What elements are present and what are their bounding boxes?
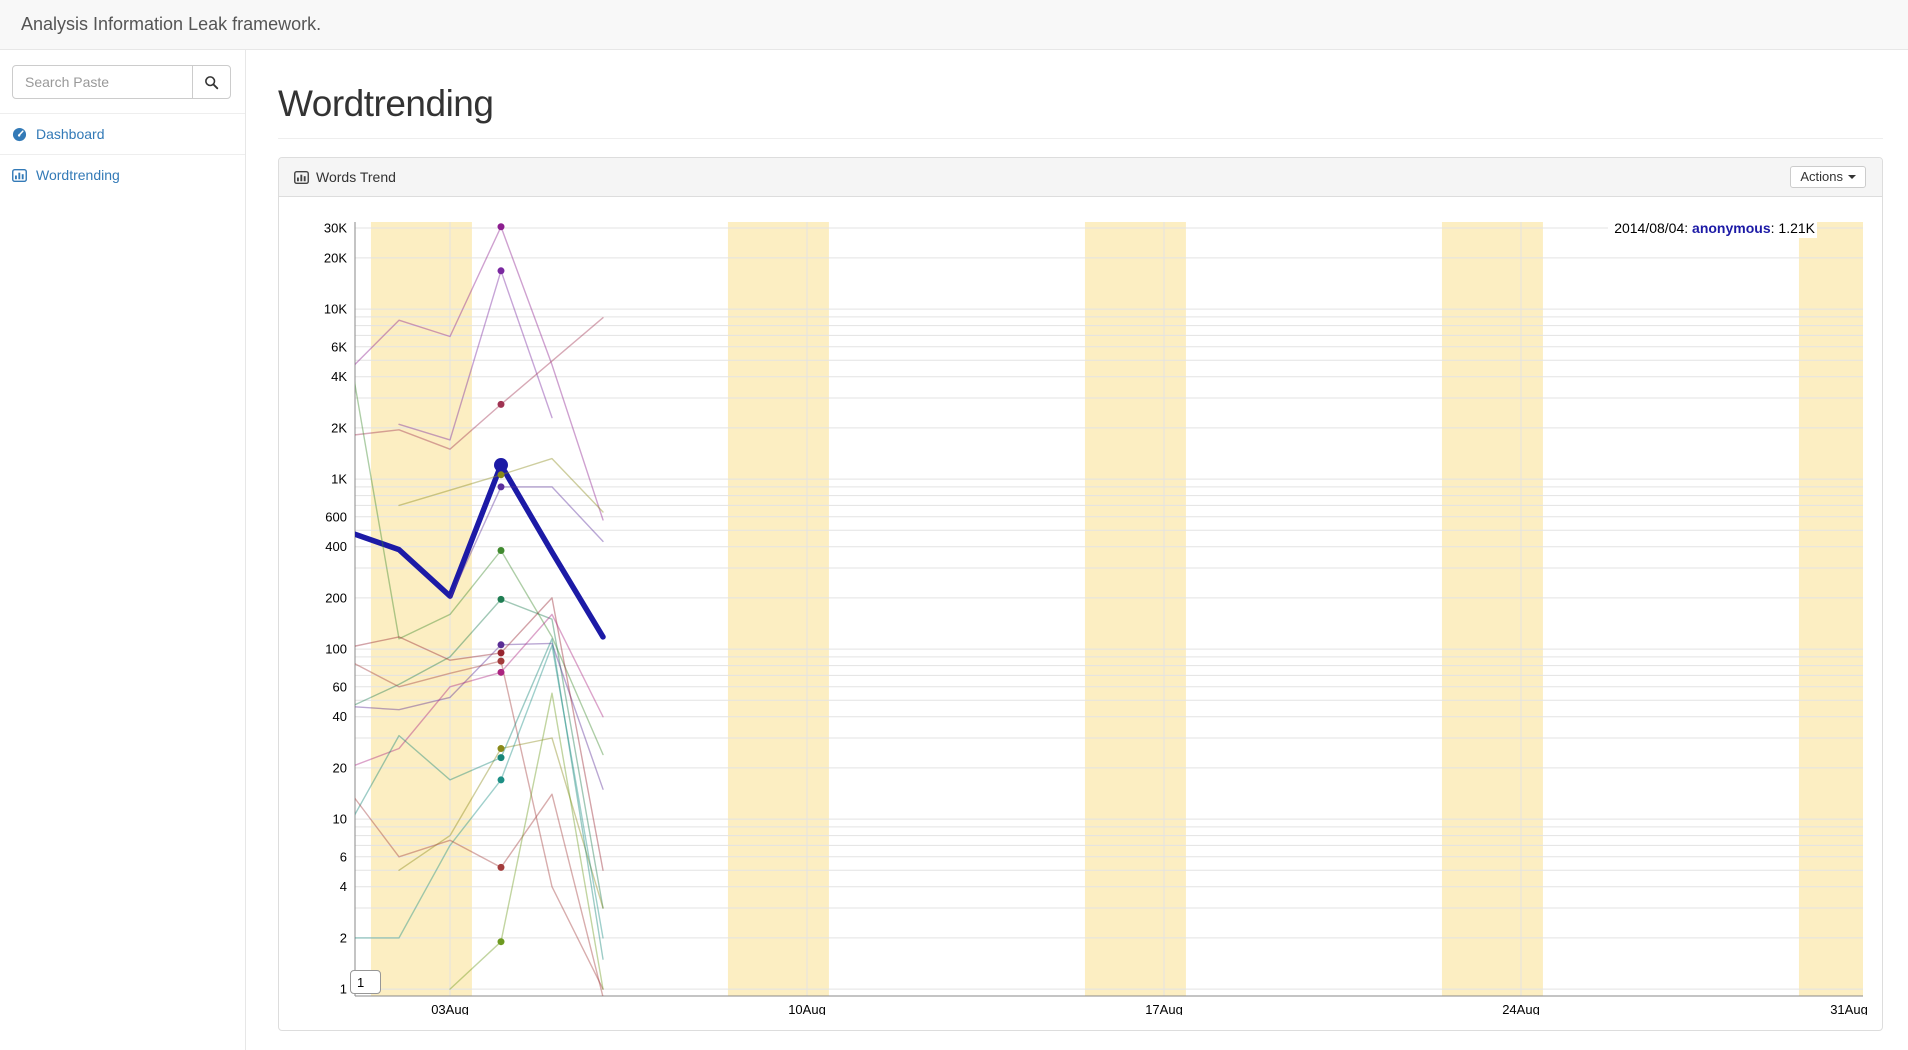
highlight-dot	[497, 267, 505, 275]
panel-heading: Words Trend Actions	[279, 158, 1882, 197]
trend-line	[355, 597, 604, 871]
y-axis-label: 40	[333, 709, 347, 724]
y-axis-label: 600	[325, 509, 347, 524]
app-title[interactable]: Analysis Information Leak framework.	[21, 14, 322, 34]
x-axis-label: 17Aug	[1145, 1002, 1183, 1015]
highlight-dot	[497, 754, 505, 762]
actions-label: Actions	[1800, 169, 1843, 184]
trend-line	[355, 316, 604, 450]
chart-legend: 2014/08/04: anonymous: 1.21K	[1608, 219, 1817, 238]
trend-line	[355, 638, 604, 960]
y-axis-label: 400	[325, 539, 347, 554]
sidebar-item-label: Dashboard	[36, 126, 105, 142]
y-axis-label: 20	[333, 760, 347, 775]
weekend-band	[1084, 222, 1186, 996]
search-input[interactable]	[12, 65, 193, 99]
sidebar-item-dashboard[interactable]: Dashboard	[0, 113, 245, 154]
y-axis-label: 4K	[331, 369, 347, 384]
words-trend-panel: Words Trend Actions 30K 20K 10K 6K 4K 2K 1K 600…	[278, 157, 1883, 1031]
highlight-dot	[497, 668, 505, 676]
weekend-band	[370, 222, 472, 996]
search-button[interactable]	[192, 65, 231, 99]
highlight-dot	[497, 649, 505, 657]
trend-line	[355, 644, 604, 939]
words-trend-chart[interactable]: 30K 20K 10K 6K 4K 2K 1K 600 400 200 100 60 40 20 10 6 4 2…	[294, 212, 1867, 1015]
x-axis-label: 10Aug	[788, 1002, 826, 1015]
highlight-dot	[497, 400, 505, 408]
chart-canvas[interactable]: 30K 20K 10K 6K 4K 2K 1K 600 400 200 100 60 40 20 10 6 4 2…	[294, 212, 1867, 1015]
weekend-band	[727, 222, 829, 996]
trend-line	[449, 486, 604, 600]
y-axis-label: 100	[325, 642, 347, 657]
y-axis-label: 10K	[324, 302, 347, 317]
y-axis-label: 10	[333, 812, 347, 827]
highlight-dot	[497, 223, 505, 231]
x-axis-label: 24Aug	[1502, 1002, 1540, 1015]
y-axis-label: 2K	[331, 420, 347, 435]
actions-dropdown-button[interactable]: Actions	[1790, 166, 1866, 188]
sidebar-nav: Dashboard Wordtrending	[0, 113, 245, 195]
dashboard-icon	[12, 127, 27, 141]
roll-period-input[interactable]	[350, 970, 381, 994]
sidebar-item-label: Wordtrending	[36, 167, 120, 183]
highlight-dot	[497, 776, 505, 784]
highlight-dot	[497, 483, 505, 491]
legend-series-name: anonymous	[1692, 220, 1771, 236]
y-axis-label: 60	[333, 679, 347, 694]
y-axis-label: 1	[340, 982, 347, 997]
sidebar: Dashboard Wordtrending	[0, 50, 246, 1050]
y-axis-label: 2	[340, 930, 347, 945]
trend-line	[355, 380, 604, 756]
highlight-dot	[494, 458, 508, 473]
highlight-dot	[497, 745, 505, 753]
y-axis-label: 4	[340, 879, 347, 894]
highlight-dot	[497, 657, 505, 665]
bar-chart-icon	[12, 168, 27, 182]
trend-line	[355, 613, 604, 766]
legend-date: 2014/08/04:	[1614, 220, 1693, 236]
y-axis-label: 6K	[331, 339, 347, 354]
weekend-band	[1798, 222, 1863, 996]
trend-line	[355, 598, 604, 909]
trend-line	[355, 642, 604, 790]
main-content: Wordtrending Words Trend Actions 30K 20K 1…	[246, 50, 1908, 1031]
caret-down-icon	[1848, 174, 1856, 179]
trend-line-highlighted	[355, 462, 606, 640]
trend-line	[355, 793, 604, 996]
y-axis-label: 200	[325, 590, 347, 605]
y-axis-label: 1K	[331, 472, 347, 487]
x-axis-label: 03Aug	[431, 1002, 469, 1015]
highlight-dot	[497, 641, 505, 649]
y-axis-label: 30K	[324, 220, 347, 235]
x-axis-label: 31Aug	[1830, 1002, 1867, 1015]
trend-line	[449, 692, 604, 990]
top-navbar: Analysis Information Leak framework.	[0, 0, 1908, 50]
highlight-dot	[497, 595, 505, 603]
highlight-dot	[497, 863, 505, 871]
highlight-dot	[497, 938, 505, 946]
y-axis-label: 20K	[324, 250, 347, 265]
sidebar-item-wordtrending[interactable]: Wordtrending	[0, 154, 245, 195]
y-axis-label: 6	[340, 849, 347, 864]
trend-line	[355, 660, 604, 990]
weekend-band	[1441, 222, 1543, 996]
search-group	[12, 65, 231, 99]
panel-body: 30K 20K 10K 6K 4K 2K 1K 600 400 200 100 60 40 20 10 6 4 2…	[279, 197, 1882, 1030]
trend-line	[398, 270, 553, 441]
bar-chart-icon	[294, 170, 309, 184]
trend-line	[355, 226, 604, 521]
panel-title-label: Words Trend	[316, 169, 396, 185]
legend-value: : 1.21K	[1770, 220, 1815, 236]
highlight-dot	[497, 547, 505, 555]
panel-title: Words Trend	[294, 169, 396, 185]
page-header-divider	[278, 138, 1883, 139]
search-icon	[205, 75, 219, 89]
page-title: Wordtrending	[278, 83, 494, 124]
highlight-dot	[497, 471, 505, 479]
